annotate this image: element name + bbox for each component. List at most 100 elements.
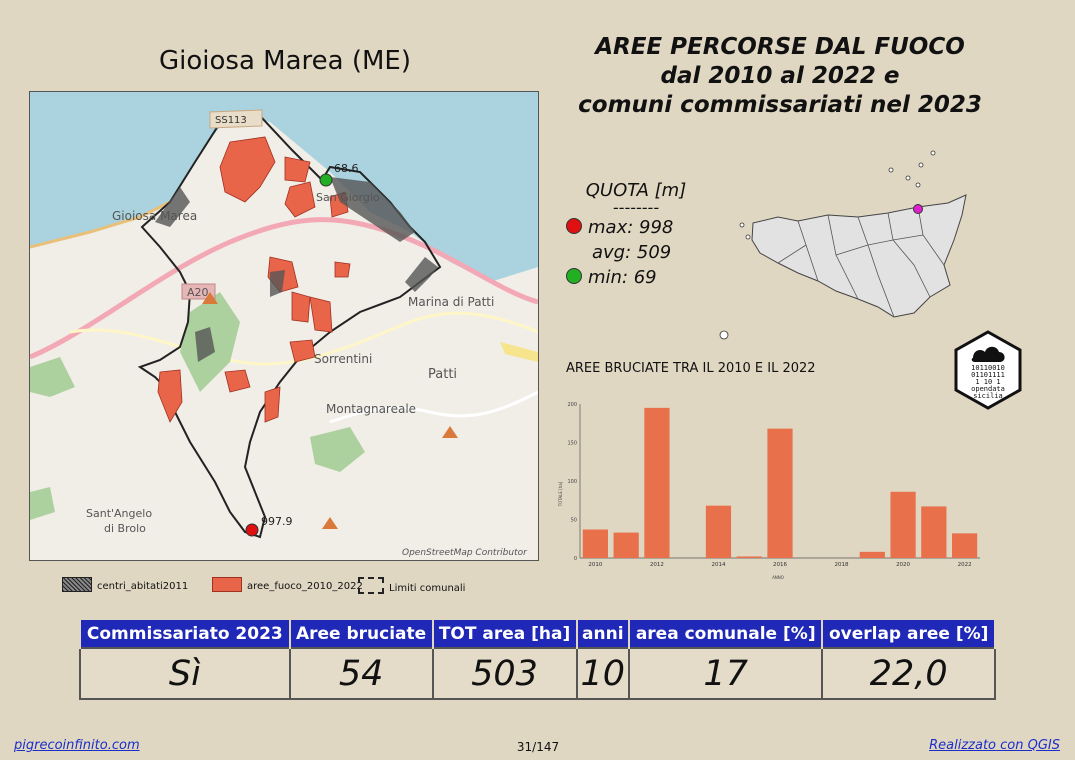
fire-area	[334, 261, 351, 278]
legend-item-urban: centri_abitati2011	[62, 577, 188, 592]
urban-swatch-icon	[62, 577, 92, 592]
map-label-ss113: SS113	[215, 115, 247, 126]
fire-area	[157, 369, 183, 423]
y-tick-label: 100	[567, 479, 577, 485]
map-frame[interactable]: SS113 Gioiosa Marea San Giorgio A20 Mari…	[29, 91, 539, 561]
map-road-shield-ss113	[209, 109, 263, 129]
aeolian-island-icon	[930, 150, 936, 156]
map-peak-icon	[322, 517, 338, 529]
quota-max-row: max: 998	[566, 215, 716, 240]
table-header-cell: Aree bruciate	[288, 618, 434, 648]
map-road-shield-a20	[181, 283, 216, 300]
urban-area	[405, 257, 438, 292]
aeolian-island-icon	[888, 167, 894, 173]
stats-table: Commissariato 2023 Aree bruciate TOT are…	[79, 618, 996, 700]
quota-min-row: min: 69	[566, 265, 716, 290]
table-cell: 22,0	[821, 647, 996, 700]
footer-qgis-link[interactable]: Realizzato con QGIS	[929, 738, 1060, 753]
location-marker-icon	[913, 204, 923, 214]
table-cell: 17	[628, 647, 824, 700]
map-peak-icon	[202, 292, 218, 304]
y-tick-label: 200	[567, 402, 577, 408]
main-title-line3: comuni commissariati nel 2023	[578, 92, 982, 118]
chart-bar	[582, 529, 608, 558]
main-title: AREE PERCORSE DAL FUOCO dal 2010 al 2022…	[560, 33, 1000, 120]
x-tick-label: 2022	[958, 562, 972, 568]
map-attribution: OpenStreetMap Contributor	[402, 548, 528, 558]
table-cell: 10	[575, 647, 631, 700]
map-yellow-road	[500, 342, 538, 362]
map-title: Gioiosa Marea (ME)	[159, 46, 411, 76]
bar-chart-svg: TOTALE [ha] ANNO 0 50 100 150 200 2010 2012 201…	[558, 402, 980, 580]
legend-urban-label: centri_abitati2011	[97, 581, 189, 592]
chart-bar	[644, 407, 670, 558]
sicily-locator-map	[718, 145, 980, 345]
urban-area	[270, 270, 285, 297]
aeolian-island-icon	[918, 162, 924, 168]
quota-box: QUOTA [m] -------- max: 998 avg: 509 min…	[566, 180, 716, 290]
urban-area	[330, 177, 415, 242]
chart-bar	[952, 533, 978, 558]
map-highway-a20	[30, 217, 538, 360]
chart-bar	[890, 491, 916, 558]
badge-line3: 1 10 1	[975, 378, 1000, 386]
table-cell: 503	[431, 647, 578, 700]
quota-avg: avg: 509	[592, 242, 672, 263]
chart-bar	[921, 506, 947, 558]
map-coast-road	[30, 200, 171, 249]
fire-swatch-icon	[212, 577, 242, 592]
min-dot-icon	[566, 268, 582, 284]
map-label-san-giorgio: San Giorgio	[316, 191, 380, 204]
map-green-4	[30, 487, 55, 520]
x-tick-label: 2014	[711, 562, 725, 568]
quota-title: QUOTA [m]	[585, 180, 687, 201]
fire-area	[309, 296, 333, 333]
table-cell: 54	[288, 647, 434, 700]
map-label-a20: A20	[187, 286, 209, 299]
map-label-gioiosa: Gioiosa Marea	[112, 209, 197, 223]
legend-boundary-label: Limiti comunali	[389, 583, 466, 594]
x-tick-label: 2012	[650, 562, 664, 568]
sicily-island-icon	[751, 194, 967, 318]
badge-line1: 10110010	[971, 364, 1005, 372]
footer-site-link[interactable]: pigrecoinfinito.com	[14, 738, 140, 753]
egadi-island-icon	[745, 234, 751, 240]
cloud-icon	[971, 346, 1005, 362]
map-peak-icon	[442, 426, 458, 438]
urban-area	[195, 327, 215, 362]
chart-bar	[859, 551, 885, 558]
y-tick-label: 150	[567, 441, 577, 447]
fire-area	[219, 136, 276, 203]
x-tick-label: 2020	[896, 562, 910, 568]
table-header-cell: Commissariato 2023	[79, 618, 291, 648]
map-green-2	[310, 427, 365, 472]
point-max-altitude	[245, 523, 259, 537]
point-min-altitude	[319, 173, 333, 187]
fire-area	[284, 181, 316, 218]
map-label-patti: Patti	[428, 367, 457, 382]
chart-xlabel: ANNO	[772, 575, 784, 580]
quota-max: max: 998	[588, 217, 674, 238]
main-title-line2: dal 2010 al 2022 e	[660, 63, 900, 89]
badge-line4: opendata	[971, 385, 1005, 393]
table-header-row: Commissariato 2023 Aree bruciate TOT are…	[79, 618, 996, 648]
quota-dashes: --------	[612, 198, 660, 217]
table-header-cell: area comunale [%]	[628, 618, 824, 648]
table-cell: Sì	[79, 647, 291, 700]
aeolian-island-icon	[915, 182, 921, 188]
fire-area	[284, 156, 311, 183]
legend-item-boundary: Limiti comunali	[358, 577, 465, 594]
map-green-3	[30, 357, 75, 397]
y-tick-label: 0	[574, 556, 577, 562]
map-svg[interactable]: SS113 Gioiosa Marea San Giorgio A20 Mari…	[30, 92, 538, 560]
map-label-point-low: 68.6	[334, 162, 359, 175]
badge-line5: sicilia	[973, 392, 1003, 400]
main-title-line1: AREE PERCORSE DAL FUOCO	[595, 34, 965, 60]
table-header-cell: TOT area [ha]	[431, 618, 578, 648]
x-tick-label: 2010	[588, 562, 602, 568]
map-road-2	[329, 390, 538, 424]
bar-chart: TOTALE [ha] ANNO 0 50 100 150 200 2010 2012 201…	[552, 392, 992, 587]
chart-ylabel: TOTALE [ha]	[558, 481, 563, 507]
chart-bar	[736, 556, 762, 558]
fire-area	[289, 339, 316, 363]
